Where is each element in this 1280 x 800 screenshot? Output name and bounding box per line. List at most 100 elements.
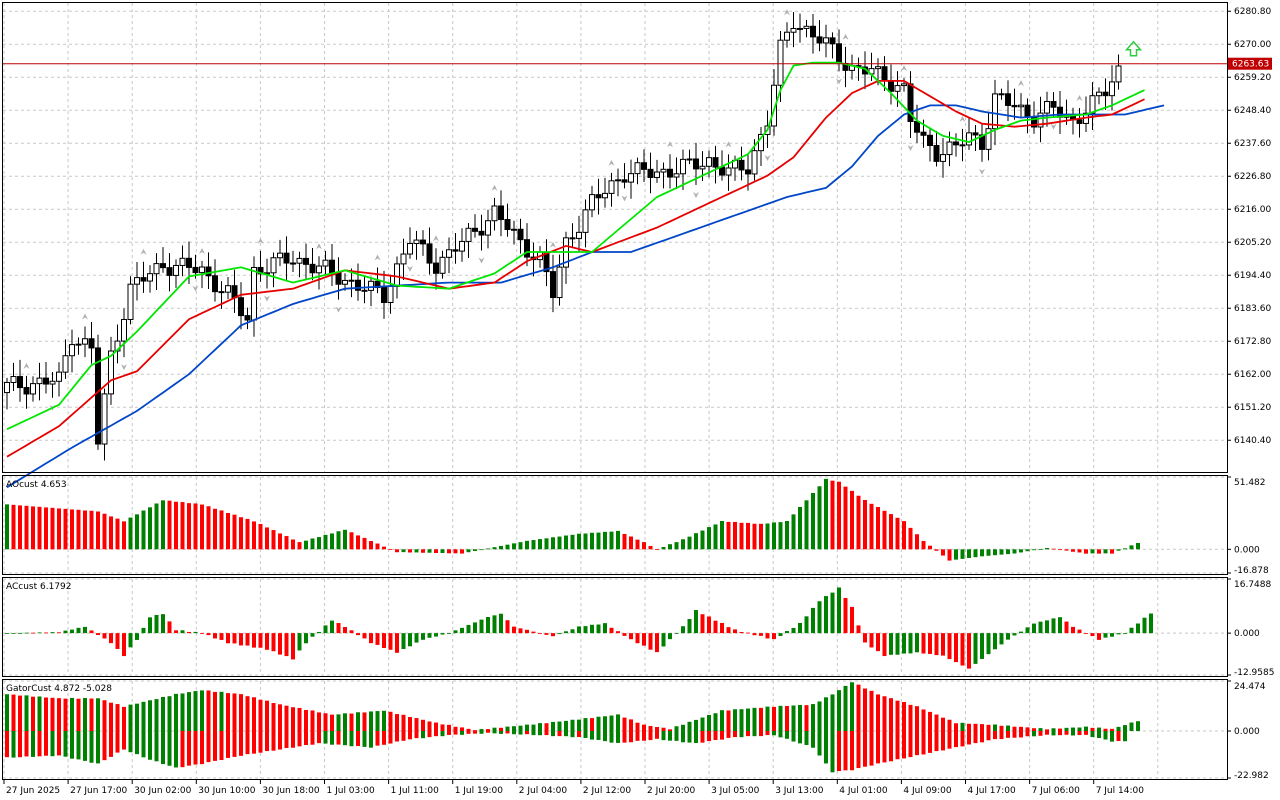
candle[interactable] xyxy=(959,115,966,162)
candle[interactable] xyxy=(361,276,368,304)
candle[interactable] xyxy=(829,32,836,59)
candle[interactable] xyxy=(966,117,972,150)
candle[interactable] xyxy=(420,230,426,256)
candle[interactable] xyxy=(244,307,251,330)
candle[interactable] xyxy=(238,282,244,330)
candle[interactable] xyxy=(322,250,329,276)
candle[interactable] xyxy=(940,138,946,178)
candle[interactable] xyxy=(1109,65,1115,111)
candle[interactable] xyxy=(608,159,615,207)
candle[interactable] xyxy=(10,362,17,392)
candle[interactable] xyxy=(810,13,816,54)
candle[interactable] xyxy=(1070,107,1076,135)
candle[interactable] xyxy=(771,69,777,136)
candle[interactable] xyxy=(784,9,790,48)
candle[interactable] xyxy=(212,259,218,302)
candle[interactable] xyxy=(140,248,147,293)
candle[interactable] xyxy=(69,329,75,373)
candle[interactable] xyxy=(121,308,127,371)
candle[interactable] xyxy=(381,270,387,319)
candle[interactable] xyxy=(62,339,69,379)
candle[interactable] xyxy=(335,257,342,313)
candle[interactable] xyxy=(283,236,290,280)
candle[interactable] xyxy=(348,268,355,298)
candle[interactable] xyxy=(251,256,257,337)
candle[interactable] xyxy=(933,130,940,167)
ac-indicator-pane[interactable]: ACcust 6.1792 xyxy=(5,582,1153,669)
candle[interactable] xyxy=(426,227,433,275)
candle[interactable] xyxy=(511,220,517,245)
candle[interactable] xyxy=(498,190,504,237)
candle[interactable] xyxy=(264,258,270,302)
candle[interactable] xyxy=(849,54,855,80)
candle[interactable] xyxy=(355,263,361,301)
candle[interactable] xyxy=(439,250,446,279)
candle[interactable] xyxy=(108,336,114,405)
candle[interactable] xyxy=(309,248,316,281)
candle[interactable] xyxy=(134,262,140,301)
candle[interactable] xyxy=(1050,92,1057,130)
candle[interactable] xyxy=(654,159,660,183)
price-pane[interactable] xyxy=(3,9,1227,489)
candle[interactable] xyxy=(985,112,992,161)
candle[interactable] xyxy=(634,157,641,185)
candle[interactable] xyxy=(179,245,186,277)
candle[interactable] xyxy=(667,141,673,189)
candle[interactable] xyxy=(764,110,771,161)
candle[interactable] xyxy=(114,324,121,364)
candle[interactable] xyxy=(504,203,511,237)
candle[interactable] xyxy=(459,228,465,262)
candle[interactable] xyxy=(192,254,199,292)
candle[interactable] xyxy=(205,252,212,289)
candle[interactable] xyxy=(823,24,829,58)
candle[interactable] xyxy=(82,313,88,358)
candle[interactable] xyxy=(979,123,985,175)
candle[interactable] xyxy=(556,254,563,306)
candle[interactable] xyxy=(199,248,205,289)
candle[interactable] xyxy=(478,214,485,264)
candle[interactable] xyxy=(589,185,595,218)
candle[interactable] xyxy=(329,244,335,287)
candle[interactable] xyxy=(303,243,309,280)
candle[interactable] xyxy=(686,149,693,165)
gator-indicator-pane[interactable]: GatorCust 4.872 -5.028 xyxy=(5,682,1140,773)
candle[interactable] xyxy=(173,259,179,288)
candle[interactable] xyxy=(1089,82,1096,131)
candle[interactable] xyxy=(407,227,413,272)
candle[interactable] xyxy=(563,231,569,284)
candle[interactable] xyxy=(842,33,849,88)
candle[interactable] xyxy=(277,239,283,267)
candle[interactable] xyxy=(582,199,589,248)
candle[interactable] xyxy=(270,252,277,288)
candle[interactable] xyxy=(992,79,998,146)
candle[interactable] xyxy=(1011,88,1018,120)
candle[interactable] xyxy=(433,235,439,290)
candle[interactable] xyxy=(17,359,23,402)
candle[interactable] xyxy=(693,142,699,199)
candle[interactable] xyxy=(127,276,134,325)
candle[interactable] xyxy=(615,168,621,197)
candle[interactable] xyxy=(576,215,582,253)
candle[interactable] xyxy=(88,321,95,364)
candle[interactable] xyxy=(225,277,231,300)
candle[interactable] xyxy=(491,184,498,231)
candle[interactable] xyxy=(803,19,810,38)
candle[interactable] xyxy=(790,12,797,48)
candle[interactable] xyxy=(1005,80,1011,122)
candle[interactable] xyxy=(30,376,36,402)
candle[interactable] xyxy=(550,241,556,313)
candle[interactable] xyxy=(621,163,628,202)
candle[interactable] xyxy=(296,251,303,278)
candle[interactable] xyxy=(1057,91,1063,135)
candle[interactable] xyxy=(1044,91,1050,127)
candle[interactable] xyxy=(628,159,634,199)
candle[interactable] xyxy=(1076,94,1083,138)
candle[interactable] xyxy=(660,162,667,189)
candle[interactable] xyxy=(1115,54,1122,90)
candle[interactable] xyxy=(472,214,478,238)
candle[interactable] xyxy=(517,218,524,254)
candle[interactable] xyxy=(673,157,680,190)
candle[interactable] xyxy=(725,141,732,191)
candle[interactable] xyxy=(290,250,296,272)
candle[interactable] xyxy=(413,230,420,260)
